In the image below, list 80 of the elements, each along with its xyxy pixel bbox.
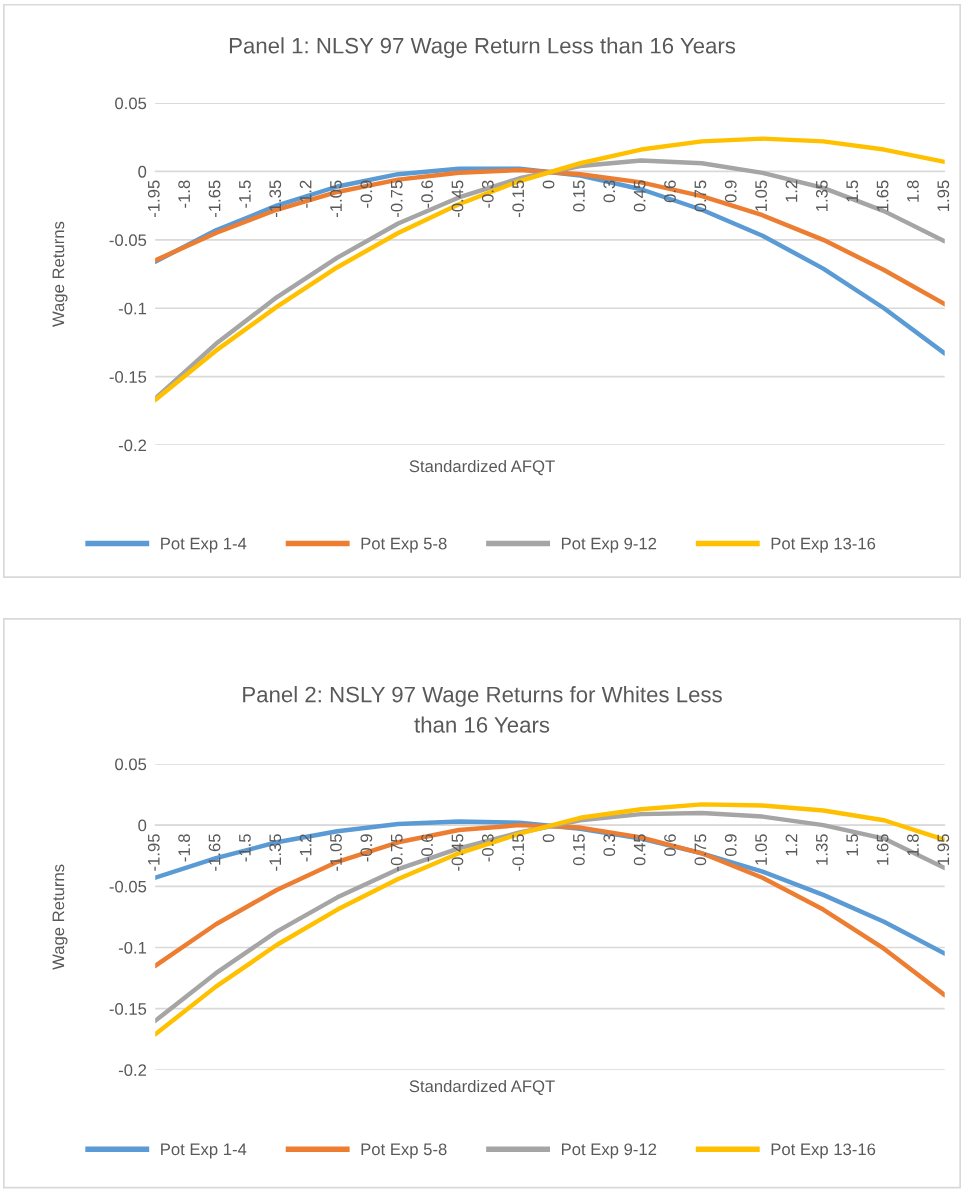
legend-label: Pot Exp 5-8 (361, 1143, 447, 1159)
y-tick-label: 0.05 (115, 758, 147, 771)
x-tick-label: 1.8 (907, 834, 919, 856)
x-tick-label: -0.75 (390, 180, 403, 218)
x-tick-label: -0.75 (390, 834, 403, 871)
x-tick-label: -0.6 (421, 180, 433, 208)
x-tick-label: 0 (542, 180, 555, 189)
x-tick-label: -1.95 (147, 834, 160, 871)
x-tick-label: -1.2 (299, 834, 312, 862)
x-tick-label: 1.95 (937, 834, 950, 865)
x-tick-label: 0.6 (664, 180, 676, 203)
x-tick-label: -1.05 (330, 180, 342, 218)
x-tick-label: -1.65 (208, 180, 221, 218)
x-tick-label: 1.2 (785, 834, 798, 856)
x-tick-label: -1.8 (178, 834, 191, 862)
y-tick-label: -0.15 (109, 371, 147, 383)
x-tick-label: 0.75 (694, 180, 707, 212)
x-tick-label: 1.35 (815, 180, 828, 211)
x-tick-label: 1.35 (815, 834, 828, 865)
y-axis-title: Wage Returns (52, 864, 68, 970)
x-tick-label: -0.9 (360, 180, 373, 208)
x-tick-label: -1.95 (147, 180, 160, 218)
x-tick-label: -1.8 (178, 180, 191, 208)
x-tick-label: -0.3 (481, 834, 494, 862)
x-tick-label: 0.15 (573, 180, 585, 212)
x-tick-label: 0.45 (633, 834, 646, 866)
x-tick-label: 1.65 (876, 834, 889, 865)
x-tick-label: 1.95 (937, 180, 950, 211)
x-tick-label: 0.6 (664, 834, 676, 856)
y-tick-label: 0 (138, 165, 147, 178)
x-tick-label: -1.05 (330, 834, 342, 871)
x-tick-label: 0.9 (724, 180, 737, 203)
x-tick-label: -0.3 (481, 180, 494, 208)
x-tick-label: -0.15 (512, 180, 525, 218)
legend-label: Pot Exp 5-8 (361, 537, 447, 553)
x-tick-label: -0.9 (360, 834, 373, 862)
y-tick-label: -0.05 (109, 880, 147, 893)
x-tick-label: 0.45 (633, 180, 646, 212)
x-tick-label: 1.05 (755, 180, 767, 211)
y-tick-label: -0.05 (109, 234, 147, 247)
y-tick-label: 0 (138, 819, 147, 832)
chart-title: Panel 1: NLSY 97 Wage Return Less than 16 Years (229, 37, 736, 58)
y-tick-label: -0.2 (118, 439, 147, 452)
x-tick-label: 1.2 (785, 180, 798, 202)
y-tick-label: -0.2 (118, 1064, 147, 1077)
y-tick-label: -0.1 (118, 302, 147, 315)
x-tick-label: -0.15 (512, 834, 525, 871)
x-tick-label: 0.3 (603, 834, 616, 856)
x-axis-title: Standardized AFQT (409, 1079, 555, 1096)
y-tick-label: 0.05 (115, 97, 147, 110)
y-axis-title: Wage Returns (52, 221, 68, 327)
legend-label: Pot Exp 13-16 (771, 537, 876, 553)
x-tick-label: 1.65 (876, 180, 889, 211)
y-tick-label: -0.1 (118, 941, 147, 954)
x-tick-label: 0.15 (573, 834, 585, 866)
x-tick-label: -1.2 (299, 180, 312, 208)
legend-label: Pot Exp 9-12 (561, 1143, 657, 1159)
legend-label: Pot Exp 1-4 (161, 1143, 247, 1159)
x-tick-label: 1.05 (755, 834, 767, 865)
x-tick-label: 0.9 (724, 834, 737, 856)
x-tick-label: -1.5 (239, 834, 251, 862)
chart-title: Panel 2: NSLY 97 Wage Returns for Whites Less than 16 Years (243, 686, 722, 733)
x-tick-label: 0.3 (603, 180, 616, 203)
x-tick-label: -0.45 (451, 834, 464, 871)
legend-label: Pot Exp 1-4 (161, 537, 247, 553)
x-tick-label: 0 (542, 834, 555, 843)
x-tick-label: 1.8 (907, 180, 919, 202)
x-axis-title: Standardized AFQT (409, 459, 555, 476)
x-tick-label: -1.65 (208, 834, 221, 871)
legend-label: Pot Exp 13-16 (771, 1143, 876, 1159)
x-tick-label: -1.35 (269, 834, 282, 871)
x-tick-label: 0.75 (694, 834, 707, 866)
x-tick-label: -1.35 (269, 180, 282, 218)
x-tick-label: 1.5 (846, 834, 859, 856)
x-tick-label: -1.5 (239, 180, 251, 208)
x-tick-label: -0.6 (421, 834, 433, 862)
x-tick-label: 1.5 (846, 180, 859, 202)
y-tick-label: -0.15 (109, 1003, 147, 1015)
legend-label: Pot Exp 9-12 (561, 537, 657, 553)
x-tick-label: -0.45 (451, 180, 464, 218)
